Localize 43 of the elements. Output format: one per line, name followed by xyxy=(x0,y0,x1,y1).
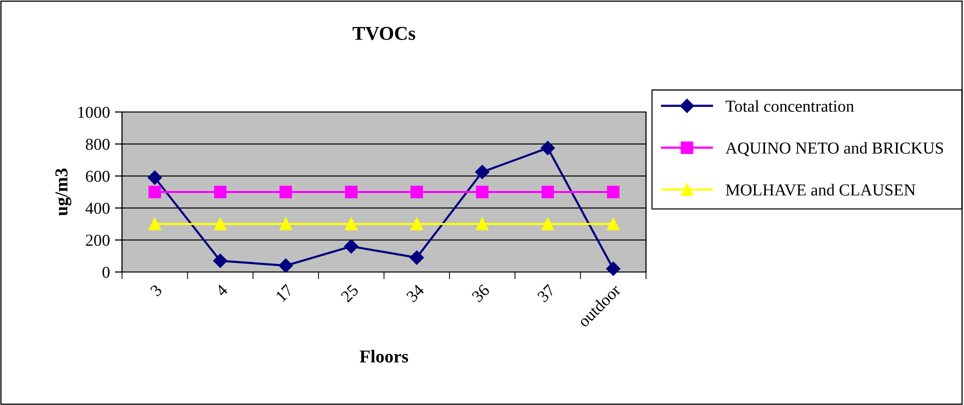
x-tick-label: 17 xyxy=(275,284,294,302)
point xyxy=(280,218,292,230)
x-tick-label: 3 xyxy=(150,284,163,297)
x-tick-label: 34 xyxy=(406,284,425,303)
point xyxy=(214,186,226,198)
point xyxy=(280,186,292,198)
point xyxy=(278,258,293,273)
y-tick-label: 400 xyxy=(86,202,110,214)
point xyxy=(410,218,423,230)
point xyxy=(540,140,555,156)
y-tick-label: 1000 xyxy=(78,106,110,118)
point xyxy=(148,186,161,198)
x-tick-label: 36 xyxy=(471,284,490,303)
legend-label: AQUINO NETO and BRICKUS xyxy=(725,142,943,156)
point xyxy=(410,250,424,265)
x-tick-label: 37 xyxy=(536,284,556,303)
chart-title: TVOCs xyxy=(352,26,416,40)
point xyxy=(148,218,161,230)
y-tick-label: 0 xyxy=(102,266,110,278)
legend-label: MOLHAVE and CLAUSEN xyxy=(726,184,916,196)
y-tick-label: 200 xyxy=(86,234,110,246)
point xyxy=(542,218,554,230)
point xyxy=(476,186,488,198)
point xyxy=(606,262,620,276)
y-tick-label: 800 xyxy=(86,138,110,150)
x-tick-label: 4 xyxy=(215,284,228,297)
point xyxy=(214,218,226,230)
point xyxy=(344,239,358,254)
point xyxy=(542,186,554,198)
y-tick-label: 600 xyxy=(86,170,110,182)
point xyxy=(607,186,620,198)
point xyxy=(607,218,620,230)
point xyxy=(345,186,358,198)
point xyxy=(148,170,162,185)
point xyxy=(410,186,423,198)
point xyxy=(345,218,358,230)
x-tick-label: 25 xyxy=(340,284,360,303)
y-axis-title: ug/m3 xyxy=(55,168,72,216)
x-axis-title: Floors xyxy=(360,350,408,363)
point xyxy=(213,254,228,268)
point xyxy=(476,218,488,230)
point xyxy=(475,164,490,180)
legend-label: Total concentration xyxy=(726,100,854,112)
